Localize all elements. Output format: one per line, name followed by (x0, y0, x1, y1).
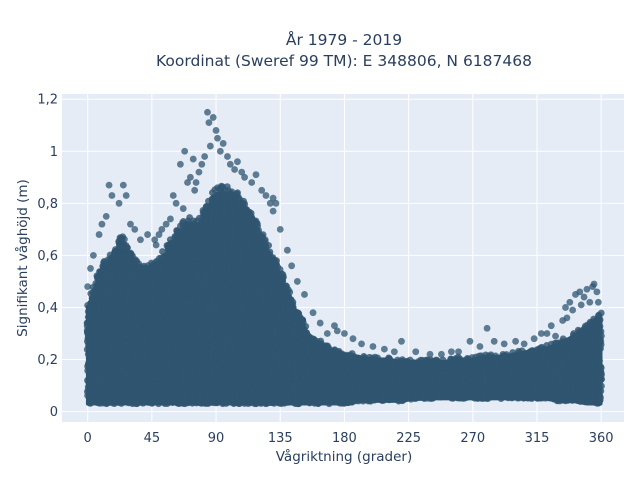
data-point (253, 220, 261, 228)
data-point (273, 257, 280, 265)
data-point (120, 235, 128, 243)
data-points (83, 108, 605, 408)
data-point (265, 241, 273, 249)
